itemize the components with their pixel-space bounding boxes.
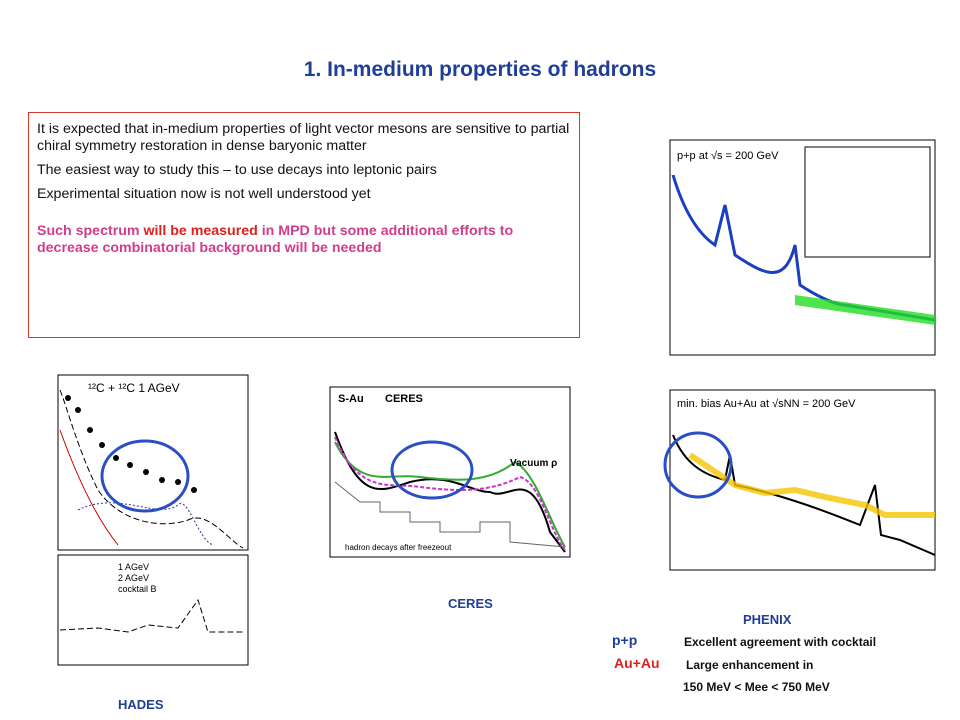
highlight-ellipse <box>100 439 190 513</box>
highlight-part: Such spectrum <box>37 223 144 239</box>
curve <box>334 431 566 553</box>
legend-entry: 2 AGeV <box>118 573 149 583</box>
note-text: Excellent agreement with cocktail <box>684 635 877 649</box>
note-text: Large enhancement in <box>686 658 814 672</box>
highlight-part: will be measured <box>143 223 258 239</box>
highlight-part: in MPD but some additional efforts to de… <box>37 223 514 256</box>
highlight-ellipse <box>390 440 474 500</box>
panel-frame <box>329 386 571 558</box>
curve <box>77 502 214 546</box>
panel-label: S-Au <box>338 393 364 405</box>
curve <box>334 436 566 551</box>
paragraph: It is expected that in-medium properties… <box>37 121 570 154</box>
annotation: Vacuum ρ <box>510 458 557 469</box>
panel-label: p+p at √s = 200 GeV <box>677 150 779 162</box>
panel-label: CERES <box>385 393 423 405</box>
panel-frame <box>57 554 249 666</box>
points <box>65 395 197 493</box>
annotation: hadron decays after freezeout <box>345 543 452 552</box>
curve <box>59 389 244 549</box>
highlight: Such spectrum will be measured in MPD bu… <box>37 223 571 257</box>
note-system: Au+Au <box>614 655 660 671</box>
phenix-figure: p+p at √s = 200 GeV min. bias Au+Au at √… <box>663 139 936 571</box>
highlight-ellipse <box>663 431 733 499</box>
paragraph: Experimental situation now is not well u… <box>37 186 371 202</box>
panel-label: min. bias Au+Au at √sNN = 200 GeV <box>677 398 856 410</box>
text-box: It is expected that in-medium properties… <box>28 112 580 338</box>
legend-entry: 1 AGeV <box>118 562 149 572</box>
ceres-figure: S-Au CERES hadron decays after freezeout… <box>329 386 571 558</box>
inset-frame <box>804 146 931 258</box>
caption: CERES <box>448 596 493 611</box>
curve <box>59 429 119 546</box>
title: 1. In-medium properties of hadrons <box>303 58 657 81</box>
curve <box>671 174 936 322</box>
note-detail: 150 MeV < Mee < 750 MeV <box>683 680 830 694</box>
hades-figure: ¹²C + ¹²C 1 AGeV 1 AGeV 2 AGeV cocktail … <box>57 374 249 666</box>
band <box>795 295 935 325</box>
note-system: p+p <box>612 632 638 648</box>
caption: HADES <box>118 697 164 712</box>
paragraph: The easiest way to study this – to use d… <box>37 162 437 178</box>
band <box>688 452 935 518</box>
legend-entry: cocktail B <box>118 584 157 594</box>
panel-label: ¹²C + ¹²C 1 AGeV <box>88 381 180 395</box>
curve <box>334 481 566 548</box>
caption: PHENIX <box>743 612 792 627</box>
panel-frame <box>57 374 249 551</box>
panel-frame <box>669 389 936 571</box>
curve <box>59 598 243 633</box>
